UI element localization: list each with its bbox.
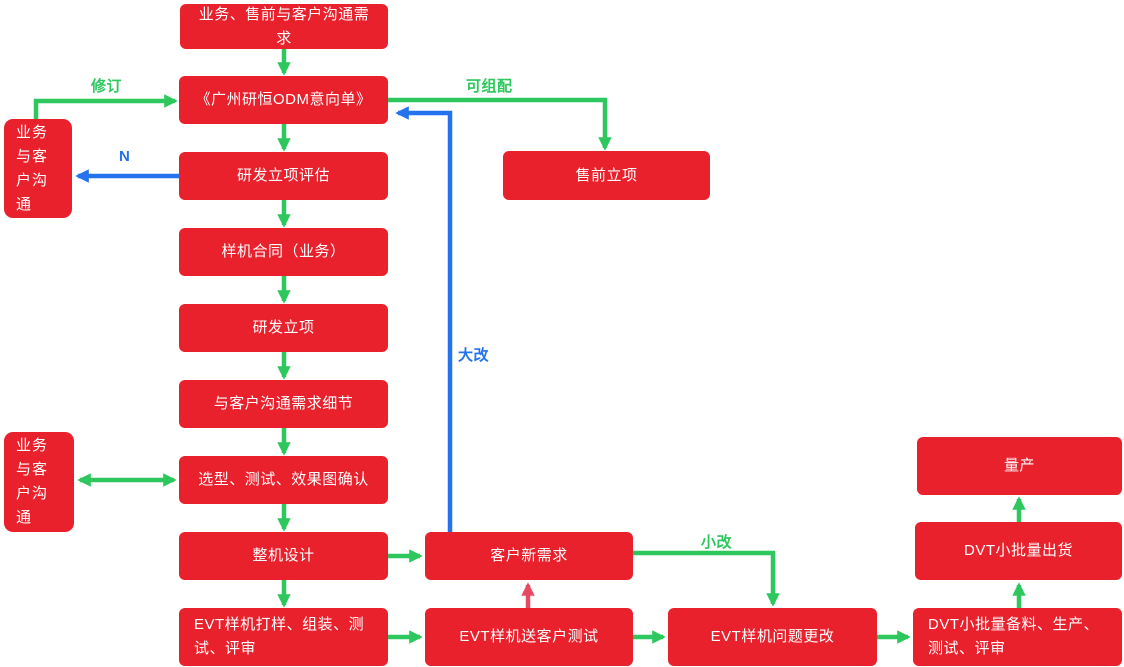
node-sample-contract: 样机合同（业务） bbox=[179, 228, 388, 276]
edge-label-configurable: 可组配 bbox=[466, 78, 513, 95]
node-customer-new-demand: 客户新需求 bbox=[425, 532, 633, 580]
edge-major-change-newreq-to-odm bbox=[395, 106, 453, 532]
node-dvt-ship: DVT小批量出货 bbox=[915, 522, 1122, 580]
edge-label-minor-change: 小改 bbox=[701, 534, 733, 551]
node-evt-build: EVT样机打样、组装、测试、评审 bbox=[179, 608, 388, 666]
node-business-presales-demand: 业务、售前与客户沟通需求 bbox=[180, 4, 388, 49]
node-odm-intent-form: 《广州研恒ODM意向单》 bbox=[179, 76, 388, 124]
node-selection-test-confirm: 选型、测试、效果图确认 bbox=[179, 456, 388, 504]
node-mass-production: 量产 bbox=[917, 437, 1122, 495]
node-evt-customer-test: EVT样机送客户测试 bbox=[425, 608, 633, 666]
edge-label-major-change: 大改 bbox=[458, 347, 490, 364]
node-rd-project-eval: 研发立项评估 bbox=[179, 152, 388, 200]
node-rd-project: 研发立项 bbox=[179, 304, 388, 352]
edge-minor-change-newreq-to-evtfix bbox=[633, 550, 780, 607]
node-communicate-details: 与客户沟通需求细节 bbox=[179, 380, 388, 428]
node-evt-issue-fix: EVT样机问题更改 bbox=[668, 608, 877, 666]
node-presales-project: 售前立项 bbox=[503, 151, 710, 200]
edge-label-n: N bbox=[119, 148, 131, 165]
node-dvt-prep: DVT小批量备料、生产、测试、评审 bbox=[913, 608, 1122, 666]
node-business-comm-1: 业务与客户沟通 bbox=[4, 119, 72, 218]
edge-configurable-odm-to-presales bbox=[388, 97, 612, 151]
edge-revise-comm1-to-odm bbox=[33, 94, 178, 119]
edge-label-revise: 修订 bbox=[91, 78, 123, 95]
node-machine-design: 整机设计 bbox=[179, 532, 388, 580]
node-business-comm-2: 业务与客户沟通 bbox=[4, 432, 74, 532]
